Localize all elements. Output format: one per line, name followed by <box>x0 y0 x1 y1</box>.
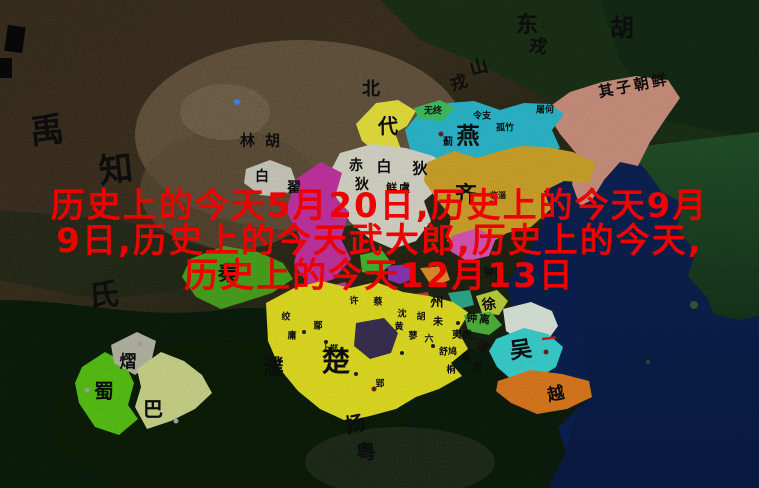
map-label-state: 许 <box>349 296 359 307</box>
map-label-people: 禹 <box>28 109 66 153</box>
watermark-line-3: 历史上的今天12月13日 <box>184 256 575 296</box>
map-label-people: 白 <box>255 169 269 185</box>
map-label-people: 林胡 <box>239 131 291 150</box>
watermark-text: 历史上的今天5月20日,历史上的今天9月 9日,历史上的今天武大郎,历史上的今天… <box>0 189 759 294</box>
map-label-state: 巢 <box>461 353 471 364</box>
map-label-state: 楚 <box>321 345 351 378</box>
map-label-state: 越 <box>545 382 567 407</box>
map-label-state: 州 <box>430 295 444 311</box>
map-label-state: 黄 <box>394 322 404 333</box>
map-label-people: 扬 <box>342 410 368 438</box>
map-label-people: 赤 <box>349 158 363 174</box>
map-label-state: 庸 <box>287 331 297 342</box>
city-dot <box>302 330 306 334</box>
map-label-state: 钟离 <box>465 311 493 327</box>
watermark-line-2: 9日,历史上的今天武大郎,历史上的今天, <box>56 221 703 261</box>
map-label-people: 戎 <box>448 71 470 96</box>
map-label-people: 濮 <box>262 355 284 380</box>
map-label-state: 巴 <box>143 397 163 421</box>
watermark-line-1: 历史上的今天5月20日,历史上的今天9月 <box>50 186 709 226</box>
map-label-people: 北 <box>362 79 380 100</box>
map-label-state: 徐 <box>480 296 498 314</box>
city-dot-gray <box>84 387 90 393</box>
map-label-people: 翟 <box>287 180 301 196</box>
map-label-state: 蜀 <box>94 379 114 403</box>
map-label-state: 蔡 <box>373 297 383 308</box>
map-label-people: 胡 <box>610 14 634 42</box>
map-label-state: 舒鸠 <box>438 347 458 358</box>
map-label-state: 令支 <box>472 111 492 122</box>
city-dot-gray <box>173 418 179 424</box>
map-label-state: 齐 <box>454 183 478 208</box>
map-label-state: 吴 <box>508 336 534 365</box>
map-label-state: 屠何 <box>535 105 555 116</box>
map-label-people: 粤 <box>354 438 378 466</box>
capital-dot-linzi <box>488 200 494 206</box>
map-label-state: 钟吾 <box>484 268 504 279</box>
map-label-state: 舒 <box>473 363 483 374</box>
map-label-state: 夷虎 <box>452 330 472 341</box>
map-label-people: 知 <box>97 148 135 192</box>
map-label-state: 桐 <box>446 365 456 376</box>
map-label-state: 孤竹 <box>495 123 515 134</box>
city-dot <box>400 351 404 355</box>
map-label-state: 其子朝鲜 <box>596 69 671 102</box>
map-label-state: 秦 <box>218 261 238 285</box>
capital-dot-wu <box>543 349 549 355</box>
city-dot <box>456 321 460 325</box>
city-dot <box>354 372 358 376</box>
map-label-state: 蓼 <box>408 331 418 342</box>
map-label-people: 戎 <box>527 34 549 59</box>
map-label-state: 无终 <box>423 106 443 117</box>
city-dot-gray <box>137 341 143 347</box>
map-label-people: 东 <box>515 13 539 38</box>
map-label-state: 淮 <box>474 338 492 356</box>
city-dot <box>431 344 435 348</box>
map-label-city: 上鄀 <box>322 344 338 353</box>
lake-dot <box>234 99 240 105</box>
map-label-people: 山 <box>467 55 491 80</box>
map-label-city: 鄢 <box>313 321 323 332</box>
map-label-people: 白 <box>376 157 392 176</box>
capital-dot-ying <box>371 386 377 392</box>
map-label-state: 鲜虞 <box>386 181 412 195</box>
city-dot <box>324 340 328 344</box>
map-label-people: 狄 <box>355 177 369 193</box>
map-label-state: 燕 <box>456 123 480 150</box>
map-label-city: 郢 <box>375 379 385 390</box>
map-label-state: 六 <box>424 334 434 345</box>
map-label-state: 沈 <box>397 309 407 320</box>
map-label-state: 胡 <box>416 312 426 323</box>
map-label-state: 未 <box>433 317 443 328</box>
capital-dot-ji <box>438 131 444 137</box>
map-label-state: 绞 <box>281 312 291 323</box>
map-label-state: 熠 <box>119 352 137 373</box>
map-label-city: 蓟 <box>443 137 453 148</box>
map-label-state: 代 <box>378 114 398 138</box>
map-label-people: 狄 <box>412 159 428 178</box>
map-label-city: 临淄 <box>490 191 506 200</box>
